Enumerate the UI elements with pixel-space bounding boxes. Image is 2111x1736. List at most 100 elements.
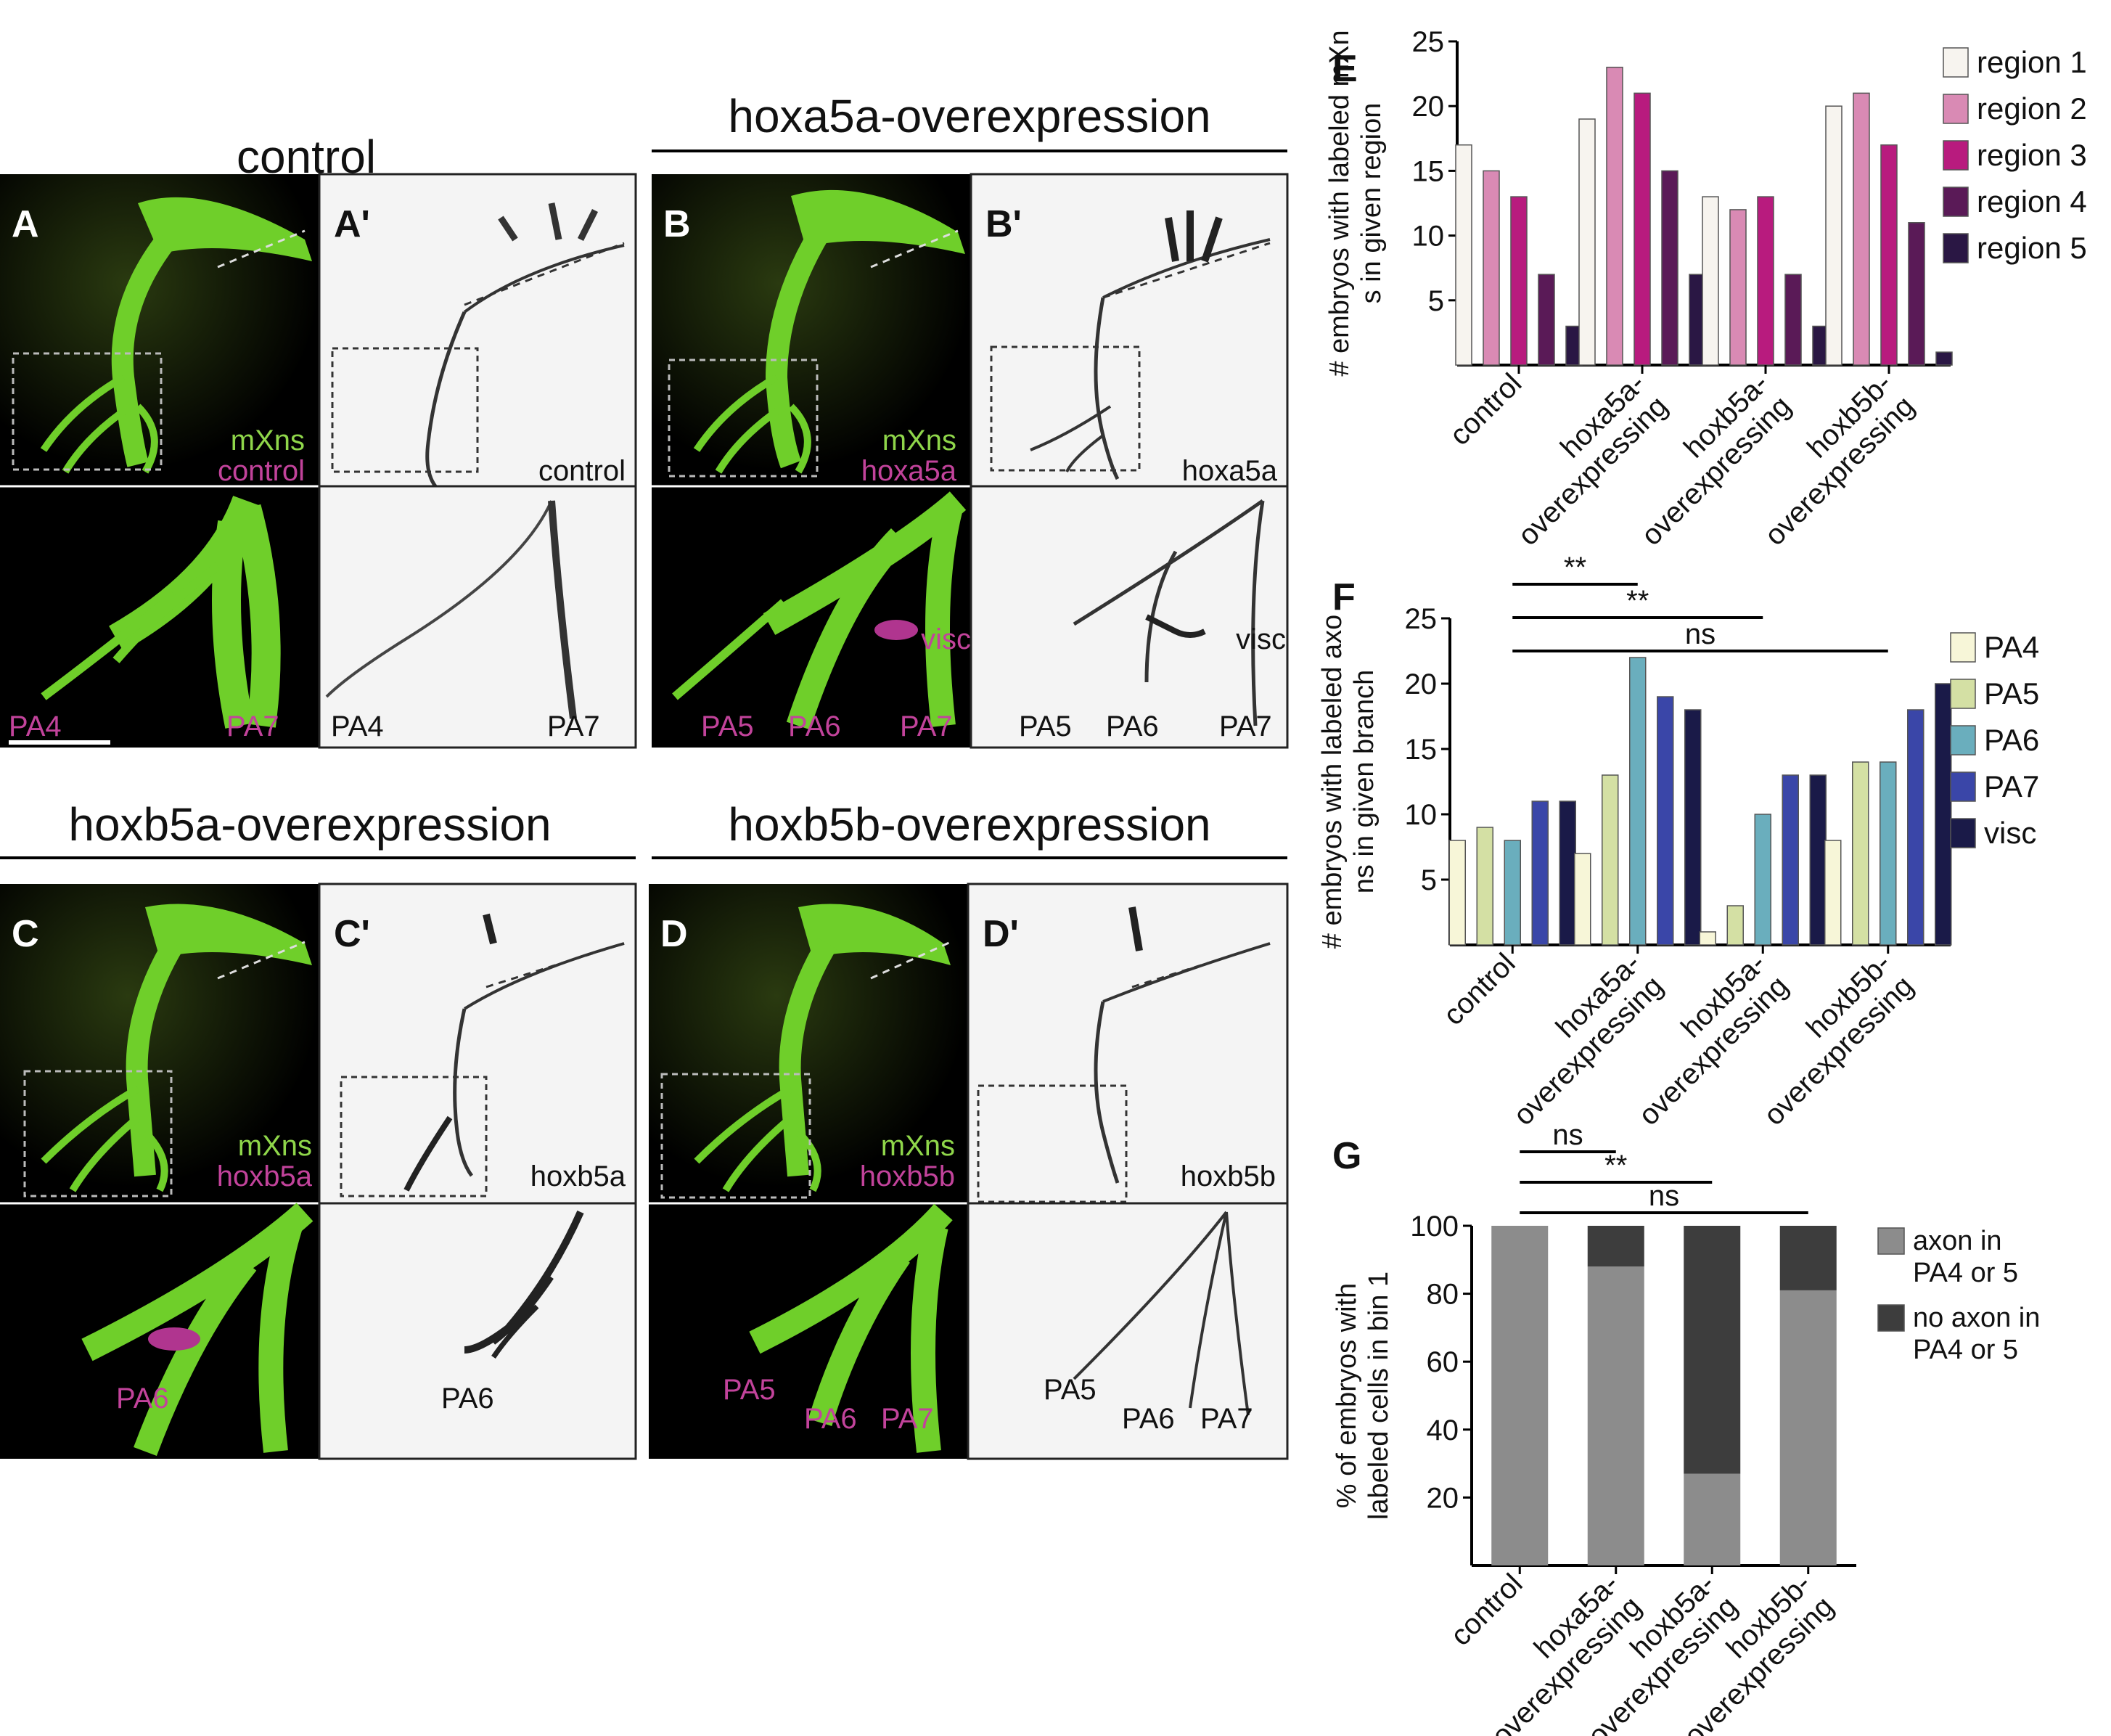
panel-B-fluorescence: B mXns hoxa5a visc PA5 PA6 PA7 (652, 174, 971, 748)
y-tick-label: 10 (1405, 799, 1438, 831)
channel-label-green: mXns (882, 425, 956, 456)
x-tick-label: control (1445, 1568, 1529, 1652)
bar (1684, 1226, 1741, 1474)
significance-label: ** (1626, 585, 1649, 617)
panel-A-prime-grayscale: A' control PA4 PA7 (318, 173, 637, 749)
bar (1757, 196, 1774, 366)
y-tick-label: 40 (1427, 1414, 1459, 1446)
legend-swatch (1943, 187, 1969, 217)
legend-label: PA6 (1984, 723, 2039, 757)
legend-label: region 3 (1977, 138, 2087, 172)
significance-label: ns (1685, 618, 1716, 650)
channel-label-green: mXns (881, 1130, 955, 1162)
bar (1852, 761, 1869, 946)
branch-label: PA7 (226, 711, 279, 742)
legend-swatch (1877, 1227, 1905, 1255)
bar (1559, 801, 1576, 946)
branch-label: visc (1236, 623, 1286, 655)
legend-label: PA5 (1984, 676, 2039, 711)
y-tick-label: 15 (1405, 734, 1438, 766)
y-axis-label: % of embryos withlabeled cells in bin 1 (1332, 1272, 1394, 1520)
panel-D-fluorescence: D mXns hoxb5b PA5 PA6 PA7 (649, 884, 968, 1459)
bar (1853, 92, 1870, 366)
branch-label: PA7 (881, 1403, 934, 1435)
legend-label: region 2 (1977, 91, 2087, 126)
panel-letter: B' (985, 203, 1022, 245)
branch-label: PA6 (788, 711, 841, 742)
bar (1491, 1226, 1549, 1565)
y-tick-label: 5 (1428, 285, 1444, 317)
legend-swatch (1950, 725, 1976, 756)
group-title-hoxb5b: hoxb5b-overexpression (728, 798, 1210, 851)
bar (1908, 222, 1925, 366)
legend-swatch (1943, 94, 1969, 124)
branch-label: PA5 (701, 711, 754, 742)
y-axis-label: # embryos with labeled mXns in given reg… (1324, 30, 1387, 376)
panel-letter: B (663, 203, 691, 245)
bar (1538, 274, 1555, 366)
legend-swatch (1950, 771, 1976, 802)
branch-label: PA6 (441, 1383, 494, 1414)
panel-letter: A (12, 203, 39, 245)
panel-D-prime-grayscale: D' hoxb5b PA5 PA6 PA7 (967, 883, 1289, 1460)
bar (1726, 905, 1744, 946)
y-tick-label: 15 (1412, 155, 1445, 187)
bar (1825, 105, 1842, 366)
bar (1578, 118, 1596, 366)
bar (1824, 840, 1842, 946)
y-tick-label: 80 (1427, 1279, 1459, 1311)
legend-swatch (1943, 233, 1969, 263)
panel-letter: G (1332, 1135, 1361, 1177)
y-tick-label: 5 (1421, 864, 1437, 896)
channel-label-magenta: hoxb5b (860, 1160, 955, 1192)
channel-label-magenta: hoxb5a (217, 1160, 313, 1192)
legend-swatch (1950, 679, 1976, 709)
legend-swatch (1943, 140, 1969, 171)
bar (1602, 774, 1619, 946)
bar (1935, 683, 1952, 946)
bar (1574, 853, 1591, 946)
chart-E: 5 10 15 20 25 # embryos with labeled mXns in … (1324, 26, 2087, 552)
branch-label: PA6 (1106, 711, 1159, 742)
legend-swatch (1950, 818, 1976, 848)
y-axis-label: # embryos with labeled axons in given br… (1317, 615, 1380, 949)
panel-letter: C' (334, 913, 370, 955)
y-tick-label: 20 (1412, 91, 1445, 123)
bar (1634, 92, 1651, 366)
branch-label: PA7 (900, 711, 953, 742)
bar (1483, 170, 1500, 366)
significance-label: ns (1552, 1119, 1583, 1151)
group-title-hoxa5a: hoxa5a-overexpression (728, 90, 1210, 142)
micrograph-grid: control hoxa5a-overexpression hoxb5a-ove… (0, 90, 1289, 1460)
legend-label: region 1 (1977, 45, 2087, 79)
x-tick-label: control (1438, 947, 1522, 1031)
legend-label: PA7 (1984, 769, 2039, 803)
bar (1782, 774, 1799, 946)
branch-label: PA5 (1044, 1374, 1097, 1406)
y-tick-label: 20 (1427, 1482, 1459, 1514)
legend-swatch (1877, 1304, 1905, 1332)
legend-swatch (1943, 47, 1969, 78)
bar (1779, 1226, 1837, 1290)
branch-label: visc (921, 623, 971, 655)
panel-C-fluorescence: C mXns hoxb5a PA6 (0, 884, 319, 1459)
branch-label: PA5 (723, 1374, 776, 1406)
legend-label: region 5 (1977, 231, 2087, 265)
bar (1587, 1266, 1644, 1565)
panel-C-prime-grayscale: C' hoxb5a PA6 (318, 883, 637, 1460)
legend-label: axon in PA4 or 5 (1913, 1226, 2018, 1288)
panel-letter: C (12, 913, 39, 955)
branch-label: PA7 (547, 711, 600, 742)
panel-letter: A' (334, 203, 370, 245)
legend-label: visc (1984, 816, 2036, 850)
panel-letter: D (660, 913, 688, 955)
bar (1809, 774, 1827, 946)
legend-label: PA4 (1984, 630, 2039, 664)
bar (1907, 709, 1925, 946)
bar (1657, 696, 1674, 946)
branch-label: PA4 (9, 711, 62, 742)
y-tick-label: 100 (1410, 1211, 1459, 1242)
y-tick-label: 20 (1405, 668, 1438, 700)
chart-G: 20 40 60 80 100 % of embryos withlabeled cell… (1332, 1119, 2040, 1736)
channel-label-green: mXns (231, 425, 305, 456)
